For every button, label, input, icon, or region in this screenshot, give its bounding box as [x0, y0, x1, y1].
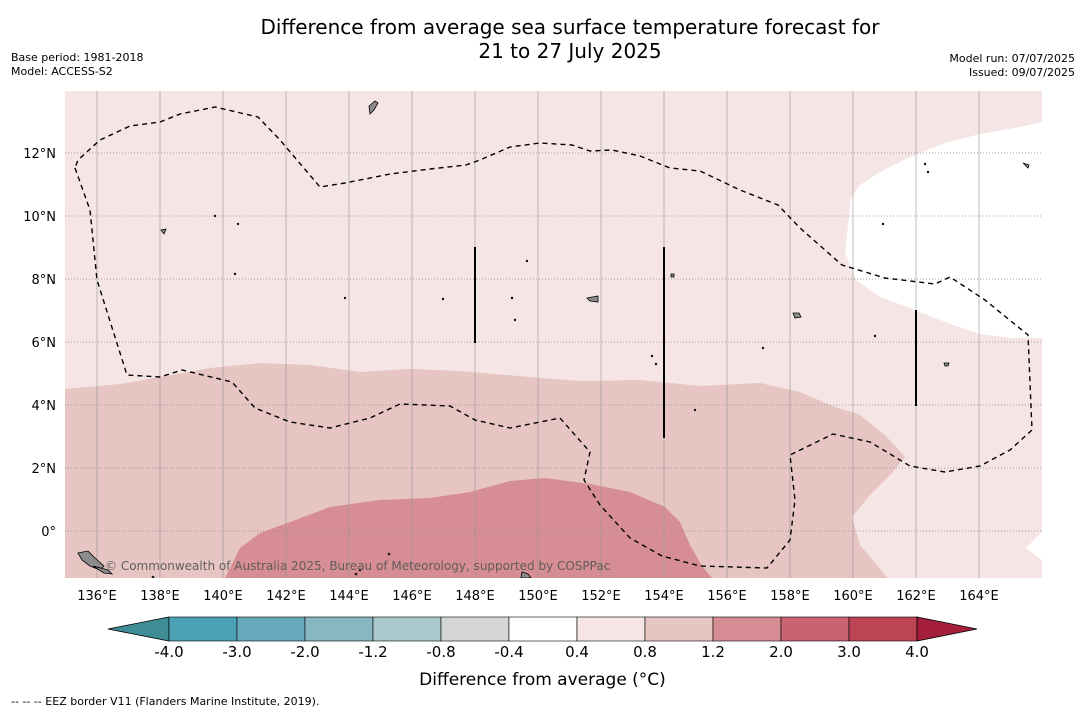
lon-label: 146°E	[392, 589, 432, 604]
colorbar-label: -0.4	[494, 643, 524, 661]
colorbar-segment	[712, 616, 782, 642]
colorbar-label: -1.2	[358, 643, 388, 661]
colorbar-label: 2.0	[769, 643, 793, 661]
colorbar-extend-low	[107, 616, 170, 642]
lon-label: 158°E	[770, 589, 810, 604]
colorbar-label: 1.2	[701, 643, 725, 661]
parallel-grid	[65, 152, 1042, 532]
lat-label: 6°N	[32, 336, 57, 351]
colorbar-segment	[848, 616, 918, 642]
colorbar-label: -0.8	[426, 643, 456, 661]
colorbar-label: 4.0	[905, 643, 929, 661]
base-period: Base period: 1981-2018	[11, 51, 144, 64]
colorbar-segment	[576, 616, 646, 642]
colorbar-segment	[508, 616, 578, 642]
lon-label: 140°E	[203, 589, 243, 604]
band-neg0.4-0.4-small	[1026, 532, 1042, 560]
colorbar-segment	[780, 616, 850, 642]
colorbar-segment	[168, 616, 238, 642]
lon-label: 164°E	[959, 589, 999, 604]
colorbar-segment	[304, 616, 374, 642]
map-plot-area: © Commonwealth of Australia 2025, Bureau…	[65, 91, 1042, 578]
lat-label: 0°	[41, 525, 56, 540]
latitude-labels: 12°N 10°N 8°N 6°N 4°N 2°N 0°	[23, 147, 56, 540]
eez-boundary-segments	[474, 247, 917, 438]
lat-label: 12°N	[23, 147, 56, 162]
colorbar-label: 3.0	[837, 643, 861, 661]
colorbar-label: -2.0	[290, 643, 320, 661]
lon-label: 138°E	[140, 589, 180, 604]
lat-label: 4°N	[32, 399, 57, 414]
colorbar-extend-high	[916, 616, 978, 642]
meridian-grid	[96, 91, 980, 578]
title-line-2: 21 to 27 July 2025	[478, 39, 662, 63]
lat-label: 8°N	[32, 273, 57, 288]
lon-label: 144°E	[329, 589, 369, 604]
copyright-watermark: © Commonwealth of Australia 2025, Bureau…	[105, 559, 610, 573]
colorbar	[107, 616, 978, 642]
islands	[77, 100, 1030, 578]
colorbar-segment	[440, 616, 510, 642]
colorbar-segment	[372, 616, 442, 642]
colorbar-segment	[644, 616, 714, 642]
colorbar-label: -3.0	[222, 643, 252, 661]
title-line-1: Difference from average sea surface temp…	[260, 15, 880, 39]
lon-label: 154°E	[644, 589, 684, 604]
lon-label: 156°E	[707, 589, 747, 604]
eez-border	[74, 106, 1033, 569]
colorbar-title: Difference from average (°C)	[419, 670, 666, 690]
lat-label: 10°N	[23, 210, 56, 225]
model-run: Model run: 07/07/2025	[949, 52, 1075, 65]
colorbar-segment	[236, 616, 306, 642]
lon-label: 152°E	[581, 589, 621, 604]
band-1.2-2.0	[225, 478, 712, 578]
lon-label: 142°E	[266, 589, 306, 604]
lon-label: 160°E	[833, 589, 873, 604]
colorbar-label: -4.0	[154, 643, 184, 661]
colorbar-label: 0.4	[565, 643, 589, 661]
issued-date: Issued: 09/07/2025	[968, 66, 1075, 79]
longitude-labels: 136°E 138°E 140°E 142°E 144°E 146°E 148°…	[77, 589, 999, 604]
lon-label: 162°E	[896, 589, 936, 604]
lon-label: 136°E	[77, 589, 117, 604]
colorbar-label: 0.8	[633, 643, 657, 661]
band-neg0.4-0.4	[845, 122, 1042, 338]
lon-label: 150°E	[518, 589, 558, 604]
lon-label: 148°E	[455, 589, 495, 604]
model-name: Model: ACCESS-S2	[11, 65, 113, 78]
eez-footnote: -- -- -- EEZ border V11 (Flanders Marine…	[11, 695, 320, 708]
lat-label: 2°N	[32, 462, 57, 477]
